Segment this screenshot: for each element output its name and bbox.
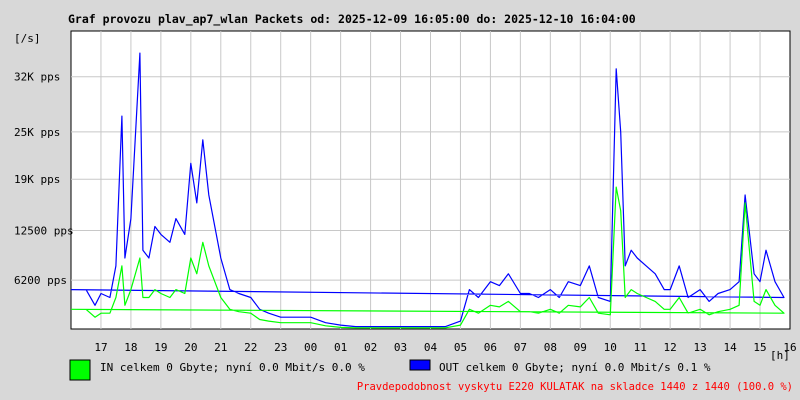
x-tick-label: 22 (244, 341, 257, 354)
x-tick-label: 17 (94, 341, 107, 354)
series-group (70, 52, 785, 329)
x-tick-label: 00 (304, 341, 317, 354)
y-axis-label: [/s] (14, 32, 41, 45)
x-tick-label: 16 (783, 341, 796, 354)
x-tick-label: 04 (424, 341, 438, 354)
x-tick-labels: 17 18 19 20 21 22 23 00 01 02 03 04 05 06 07 08 09 10 11 12… (94, 341, 796, 354)
x-tick-label: 14 (723, 341, 737, 354)
x-tick-label: 23 (274, 341, 287, 354)
y-tick-labels: 6200 pps 12500 pps 19K pps 25K pps 32K pps (14, 71, 74, 287)
x-tick-label: 12 (664, 341, 677, 354)
x-tick-label: 13 (694, 341, 707, 354)
x-tick-label: 11 (634, 341, 647, 354)
x-tick-label: 07 (514, 341, 527, 354)
y-tick-label: 12500 pps (14, 224, 74, 237)
legend-out-text: OUT celkem 0 Gbyte; nyní 0.0 Mbit/s 0.1 … (439, 361, 711, 374)
x-tick-label: 08 (544, 341, 557, 354)
legend-out-swatch (409, 359, 431, 371)
x-tick-label: 01 (334, 341, 347, 354)
footer-note: Pravdepodobnost vyskytu E220 KULATAK na … (357, 381, 793, 393)
x-tick-label: 20 (184, 341, 197, 354)
x-tick-label: 02 (364, 341, 377, 354)
x-tick-label: 18 (124, 341, 137, 354)
x-tick-label: 09 (574, 341, 587, 354)
x-tick-label: 15 (753, 341, 766, 354)
grid (71, 31, 790, 329)
x-tick-label: 21 (214, 341, 227, 354)
x-tick-label: 03 (394, 341, 407, 354)
legend-in-swatch (69, 359, 91, 381)
y-tick-label: 6200 pps (14, 274, 67, 287)
series-in-line (70, 186, 785, 329)
x-axis-label: [h] (770, 349, 790, 362)
x-tick-label: 19 (154, 341, 167, 354)
y-tick-label: 32K pps (14, 71, 60, 84)
x-tick-label: 05 (454, 341, 467, 354)
legend-in-text: IN celkem 0 Gbyte; nyní 0.0 Mbit/s 0.0 % (100, 361, 365, 374)
x-tick-label: 06 (484, 341, 497, 354)
series-out-line (70, 52, 785, 328)
y-tick-label: 25K pps (14, 126, 60, 139)
chart-title: Graf provozu plav_ap7_wlan Packets od: 2… (68, 12, 636, 27)
x-tick-label: 10 (604, 341, 617, 354)
y-tick-label: 19K pps (14, 173, 60, 186)
